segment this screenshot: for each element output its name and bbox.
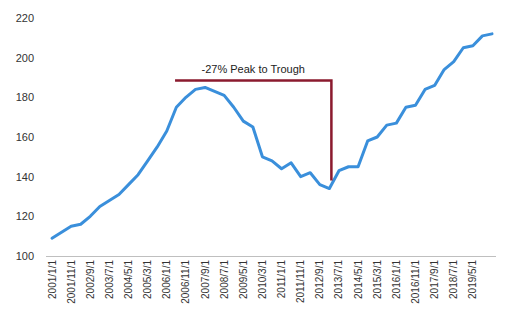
series-line	[52, 34, 492, 238]
y-tick-label: 140	[16, 171, 34, 183]
x-tick-label: 2016/11/1	[410, 260, 421, 304]
y-tick-label: 100	[16, 250, 34, 262]
x-tick-label: 2012/9/1	[314, 260, 325, 299]
x-tick-label: 2008/7/1	[219, 260, 230, 299]
x-tick-label: 2001/11/1	[66, 260, 77, 304]
y-tick-label: 220	[16, 12, 34, 24]
x-tick-label: 2006/11/1	[180, 260, 191, 304]
x-tick-label: 2018/7/1	[448, 260, 459, 299]
x-tick-label: 2003/7/1	[104, 260, 115, 299]
x-tick-label: 2011/11/1	[295, 260, 306, 303]
y-tick-label: 200	[16, 52, 34, 64]
chart: 100 120 140 160 180 200 220 2001/1/1 2001/11/1 20…	[0, 0, 511, 309]
x-tick-label: 2014/5/1	[353, 260, 364, 299]
x-tick-label: 2016/1/1	[391, 260, 402, 299]
x-tick-label: 2006/1/1	[161, 260, 172, 299]
x-tick-label: 2010/3/1	[257, 260, 268, 299]
x-axis-line	[46, 256, 496, 257]
x-tick-label: 2011/1/1	[276, 260, 287, 299]
x-tick-label: 2007/9/1	[200, 260, 211, 299]
x-tick-label: 2019/5/1	[467, 260, 478, 299]
x-tick-label: 2017/9/1	[429, 260, 440, 299]
peak-trough-bracket	[175, 80, 331, 180]
y-tick-label: 180	[16, 91, 34, 103]
x-tick-label: 2001/1/1	[47, 260, 58, 299]
series-group	[52, 34, 492, 238]
x-tick-label: 2002/9/1	[85, 260, 96, 299]
x-tick-label: 2004/5/1	[123, 260, 134, 299]
annotation-text: -27% Peak to Trough	[202, 63, 305, 75]
x-tick-label: 2013/7/1	[333, 260, 344, 299]
y-tick-label: 120	[16, 210, 34, 222]
x-tick-label: 2005/3/1	[142, 260, 153, 299]
y-tick-label: 160	[16, 131, 34, 143]
x-tick-label: 2015/3/1	[372, 260, 383, 299]
x-tick-label: 2009/5/1	[238, 260, 249, 299]
